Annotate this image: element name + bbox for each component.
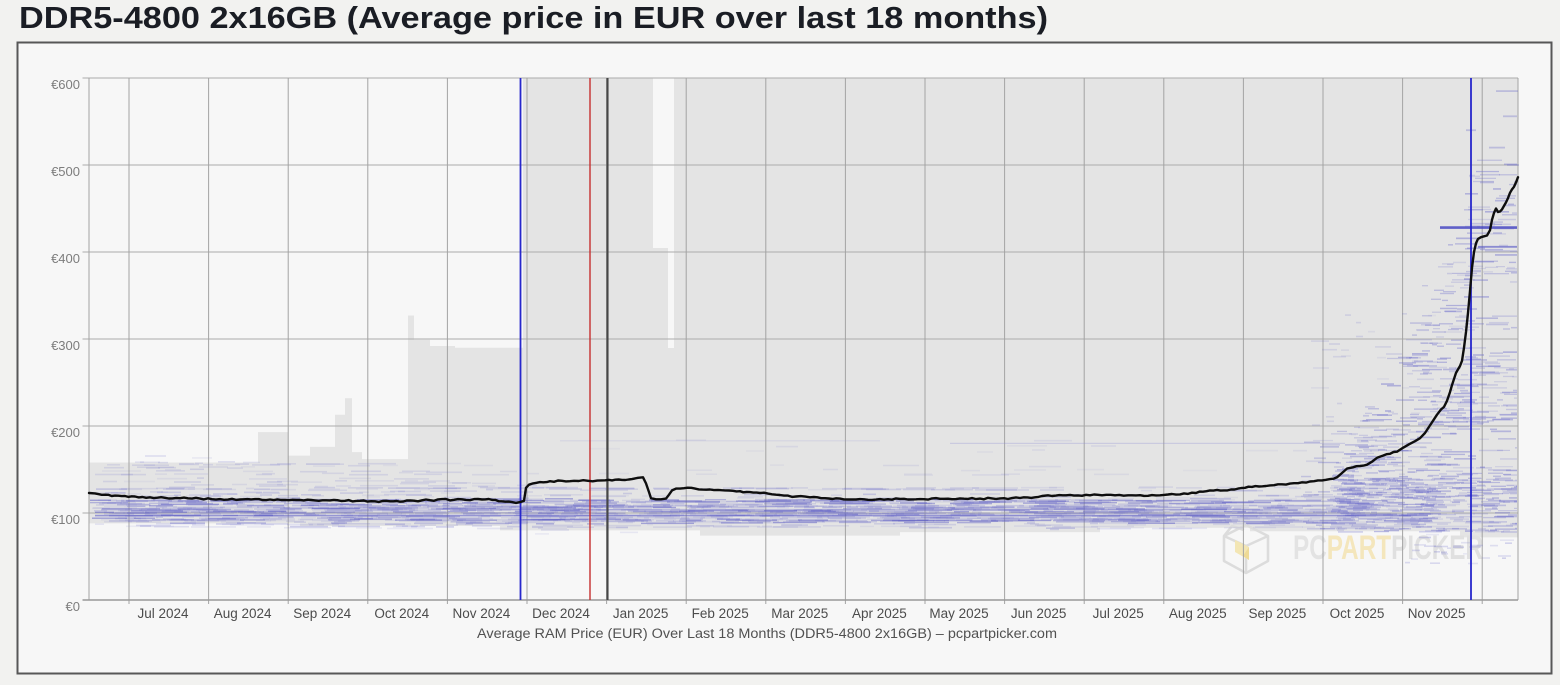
- svg-text:Jun 2025: Jun 2025: [1011, 606, 1067, 621]
- svg-text:PCPARTPICKER: PCPARTPICKER: [1293, 529, 1483, 567]
- svg-text:€500: €500: [51, 164, 80, 179]
- svg-text:€0: €0: [66, 599, 80, 614]
- svg-text:May 2025: May 2025: [929, 606, 988, 621]
- svg-text:Oct 2024: Oct 2024: [374, 606, 429, 621]
- svg-text:Aug 2024: Aug 2024: [214, 606, 272, 621]
- svg-text:Feb 2025: Feb 2025: [692, 606, 749, 621]
- svg-text:DDR5-4800 2x16GB (Average pric: DDR5-4800 2x16GB (Average price in EUR o…: [19, 1, 1048, 35]
- svg-text:Sep 2024: Sep 2024: [293, 606, 351, 621]
- svg-text:Oct 2025: Oct 2025: [1330, 606, 1385, 621]
- svg-text:Aug 2025: Aug 2025: [1169, 606, 1227, 621]
- svg-text:€300: €300: [51, 338, 80, 353]
- svg-text:Dec 2024: Dec 2024: [532, 606, 590, 621]
- svg-text:Mar 2025: Mar 2025: [771, 606, 828, 621]
- svg-text:Nov 2024: Nov 2024: [453, 606, 511, 621]
- svg-text:Jul 2024: Jul 2024: [137, 606, 189, 621]
- svg-text:Nov 2025: Nov 2025: [1408, 606, 1466, 621]
- svg-text:Apr 2025: Apr 2025: [852, 606, 907, 621]
- svg-text:Jul 2025: Jul 2025: [1093, 606, 1144, 621]
- svg-text:€400: €400: [51, 251, 80, 266]
- svg-text:Sep 2025: Sep 2025: [1248, 606, 1306, 621]
- svg-text:Jan 2025: Jan 2025: [613, 606, 669, 621]
- svg-text:€600: €600: [51, 77, 80, 92]
- svg-text:€100: €100: [51, 512, 80, 527]
- svg-text:Average RAM Price (EUR) Over L: Average RAM Price (EUR) Over Last 18 Mon…: [477, 626, 1057, 641]
- svg-text:€200: €200: [51, 425, 80, 440]
